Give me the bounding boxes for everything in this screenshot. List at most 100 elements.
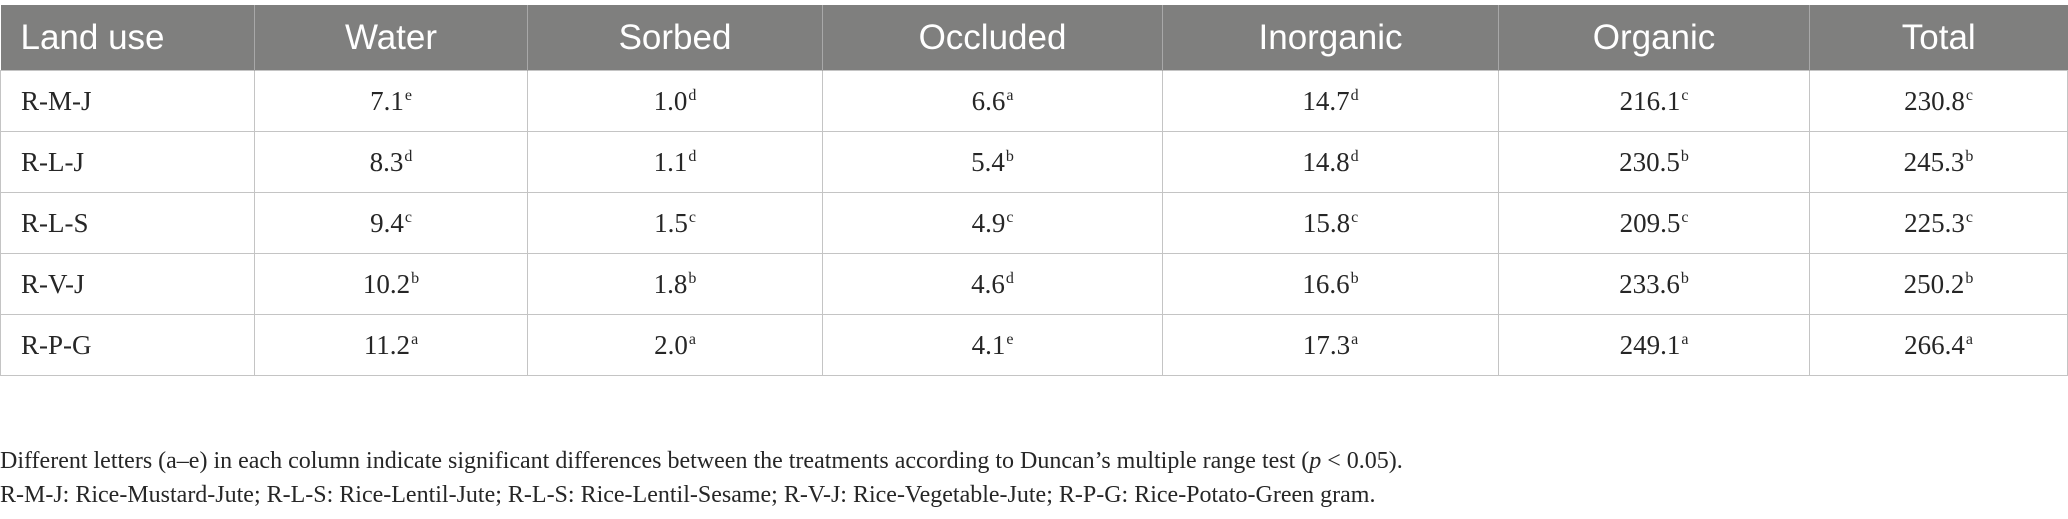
cell-value: 209.5 (1619, 207, 1681, 238)
significance-letter: b (1350, 269, 1359, 287)
cell-value: 2.0 (654, 329, 688, 360)
value-cell: 266.4a (1809, 314, 2068, 376)
value-cell: 245.3b (1809, 131, 2068, 193)
value-cell: 230.8c (1809, 70, 2068, 132)
significance-letter: e (404, 86, 412, 104)
significance-letter: a (1006, 86, 1014, 104)
significance-letter: d (1005, 269, 1014, 287)
land-use-cell: R-M-J (0, 70, 255, 132)
land-use-cell: R-P-G (0, 314, 255, 376)
land-use-cell: R-V-J (0, 253, 255, 315)
cell-value: 15.8 (1302, 207, 1351, 238)
cell-value: 230.5 (1619, 146, 1680, 177)
data-table-container: Land use Water Sorbed Occluded Inorganic… (0, 5, 2068, 376)
significance-letter: b (1965, 269, 1974, 287)
value-cell: 14.7d (1162, 70, 1499, 132)
value-cell: 1.1d (527, 131, 823, 193)
value-cell: 209.5c (1498, 192, 1810, 254)
value-cell: 8.3d (254, 131, 528, 193)
cell-value: 1.0 (653, 85, 688, 116)
significance-letter: b (688, 269, 697, 287)
significance-letter: b (1680, 269, 1689, 287)
land-use-label: R-M-J (21, 85, 92, 116)
cell-value: 233.6 (1619, 268, 1680, 299)
header-total: Total (1809, 5, 2068, 71)
value-cell: 225.3c (1809, 192, 2068, 254)
table-row: R-L-S 9.4c 1.5c 4.9c 15.8c 209.5c 225.3c (0, 192, 2068, 254)
cell-value: 249.1 (1619, 329, 1681, 360)
cell-value: 11.2 (363, 329, 411, 360)
value-cell: 233.6b (1498, 253, 1810, 315)
cell-value: 1.1 (653, 146, 688, 177)
value-cell: 1.0d (527, 70, 823, 132)
value-cell: 5.4b (822, 131, 1163, 193)
significance-letter: b (1005, 147, 1014, 165)
table-row: R-M-J 7.1e 1.0d 6.6a 14.7d 216.1c 230.8c (0, 70, 2068, 132)
footnote-p-symbol: p (1309, 448, 1322, 474)
value-cell: 16.6b (1162, 253, 1499, 315)
cell-value: 4.9 (971, 207, 1006, 238)
header-sorbed: Sorbed (527, 5, 823, 71)
land-use-label: R-P-G (21, 329, 92, 360)
significance-letter: a (1681, 330, 1689, 348)
cell-value: 14.8 (1302, 146, 1350, 177)
cell-value: 16.6 (1302, 268, 1350, 299)
cell-value: 9.4 (370, 207, 404, 238)
header-water: Water (254, 5, 528, 71)
table-row: R-P-G 11.2a 2.0a 4.1e 17.3a 249.1a 266.4a (0, 314, 2068, 376)
table-header: Land use Water Sorbed Occluded Inorganic… (0, 5, 2068, 71)
cell-value: 250.2 (1903, 268, 1965, 299)
value-cell: 230.5b (1498, 131, 1810, 193)
footnote-abbreviations: R-M-J: Rice-Mustard-Jute; R-L-S: Rice-Le… (0, 482, 1376, 508)
cell-value: 245.3 (1903, 146, 1965, 177)
significance-letter: b (1965, 147, 1974, 165)
header-occluded: Occluded (822, 5, 1163, 71)
value-cell: 7.1e (254, 70, 528, 132)
value-cell: 1.8b (527, 253, 823, 315)
cell-value: 10.2 (362, 268, 411, 299)
header-land-use: Land use (0, 5, 255, 71)
significance-letter: c (688, 208, 696, 226)
header-row: Land use Water Sorbed Occluded Inorganic… (0, 5, 2068, 71)
value-cell: 11.2a (254, 314, 528, 376)
significance-letter: d (1350, 147, 1359, 165)
value-cell: 4.6d (822, 253, 1163, 315)
significance-letter: a (688, 330, 696, 348)
significance-letter: d (688, 86, 697, 104)
value-cell: 15.8c (1162, 192, 1499, 254)
value-cell: 249.1a (1498, 314, 1810, 376)
value-cell: 216.1c (1498, 70, 1810, 132)
cell-value: 225.3 (1904, 207, 1965, 238)
value-cell: 4.9c (822, 192, 1163, 254)
significance-letter: b (1680, 147, 1689, 165)
cell-value: 17.3 (1302, 329, 1351, 360)
significance-letter: c (404, 208, 412, 226)
significance-letter: b (411, 269, 420, 287)
significance-letter: c (1965, 208, 1973, 226)
value-cell: 9.4c (254, 192, 528, 254)
footnote-significance: Different letters (a–e) in each column i… (0, 444, 1403, 478)
significance-letter: a (1351, 330, 1359, 348)
cell-value: 14.7 (1302, 85, 1350, 116)
table-body: R-M-J 7.1e 1.0d 6.6a 14.7d 216.1c 230.8c R-L-J 8… (0, 70, 2068, 376)
header-inorganic: Inorganic (1162, 5, 1499, 71)
land-use-label: R-V-J (21, 268, 85, 299)
significance-letter: c (1681, 86, 1689, 104)
land-use-cell: R-L-J (0, 131, 255, 193)
value-cell: 6.6a (822, 70, 1163, 132)
significance-letter: c (1681, 208, 1689, 226)
value-cell: 17.3a (1162, 314, 1499, 376)
significance-letter: d (688, 147, 697, 165)
value-cell: 4.1e (822, 314, 1163, 376)
cell-value: 1.8 (653, 268, 688, 299)
table-row: R-V-J 10.2b 1.8b 4.6d 16.6b 233.6b 250.2b (0, 253, 2068, 315)
significance-letter: a (1965, 330, 1973, 348)
significance-letter: d (1350, 86, 1359, 104)
value-cell: 250.2b (1809, 253, 2068, 315)
value-cell: 2.0a (527, 314, 823, 376)
table-row: R-L-J 8.3d 1.1d 5.4b 14.8d 230.5b 245.3b (0, 131, 2068, 193)
value-cell: 1.5c (527, 192, 823, 254)
header-organic: Organic (1498, 5, 1810, 71)
value-cell: 10.2b (254, 253, 528, 315)
cell-value: 8.3 (369, 146, 404, 177)
